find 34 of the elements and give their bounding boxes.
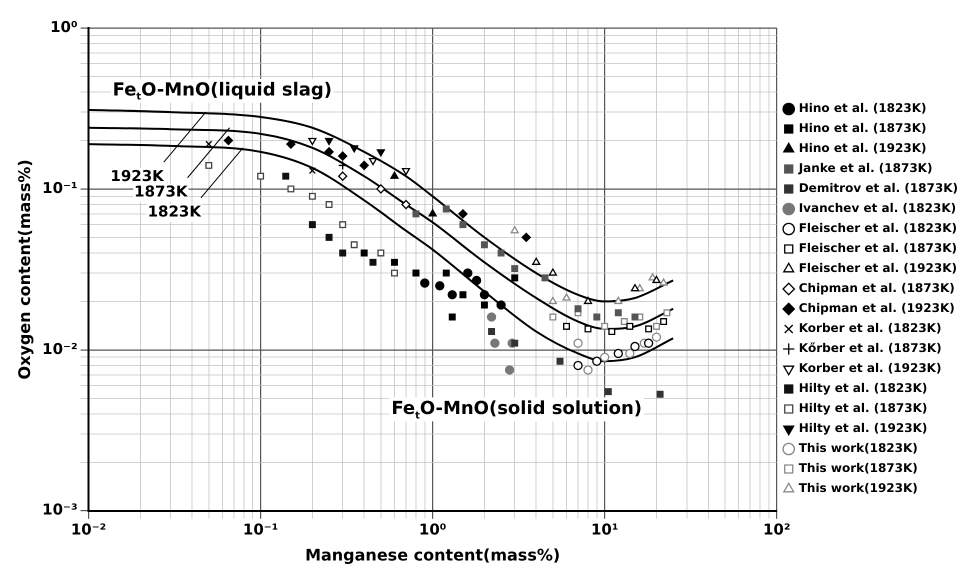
- y-axis-title: Oxygen content(mass%): [14, 159, 34, 380]
- legend-label: Hilty et al. (1823K): [798, 381, 928, 396]
- legend-label: Hino et al. (1873K): [798, 121, 927, 136]
- y-tick-label: 10⁻²: [42, 340, 78, 358]
- legend-label: Chipman et al. (1923K): [798, 301, 955, 316]
- legend-label: Fleischer et al. (1923K): [798, 261, 957, 276]
- annotation: 1823K: [148, 202, 202, 221]
- legend-label: Fleischer et al. (1873K): [798, 241, 957, 256]
- legend-label: Hilty et al. (1923K): [798, 421, 928, 436]
- legend-label: Chipman et al. (1873K): [798, 281, 955, 296]
- legend-label: This work(1823K): [798, 441, 918, 456]
- x-axis-title: Manganese content(mass%): [305, 546, 560, 565]
- x-tick-label: 10⁻²: [70, 520, 106, 539]
- legend-label: Korber et al. (1823K): [798, 321, 942, 336]
- y-tick-label: 10⁰: [50, 18, 78, 36]
- y-tick-label: 10⁻³: [42, 500, 78, 519]
- legend-label: Kőrber et al. (1873K): [798, 341, 942, 356]
- legend-label: Demitrov et al. (1873K): [798, 181, 958, 196]
- x-tick-label: 10²: [762, 520, 790, 539]
- legend-label: Fleischer et al. (1823K): [798, 221, 957, 236]
- x-tick-label: 10¹: [590, 520, 618, 539]
- legend-label: Ivanchev et al. (1823K): [798, 201, 956, 216]
- legend-label: Hino et al. (1823K): [798, 101, 927, 116]
- legend-label: Korber et al. (1923K): [798, 361, 942, 376]
- y-tick-label: 10⁻¹: [42, 178, 78, 197]
- legend-label: Hino et al. (1923K): [798, 141, 927, 156]
- x-tick-label: 10⁰: [418, 520, 446, 539]
- legend-label: Hilty et al. (1873K): [798, 401, 928, 416]
- legend-label: Janke et al. (1873K): [798, 161, 932, 176]
- x-tick-label: 10⁻¹: [242, 520, 278, 539]
- legend-label: This work(1873K): [798, 461, 918, 476]
- annotation: 1923K: [110, 167, 166, 186]
- annotation: 1873K: [134, 182, 189, 201]
- legend-label: This work(1923K): [798, 481, 918, 496]
